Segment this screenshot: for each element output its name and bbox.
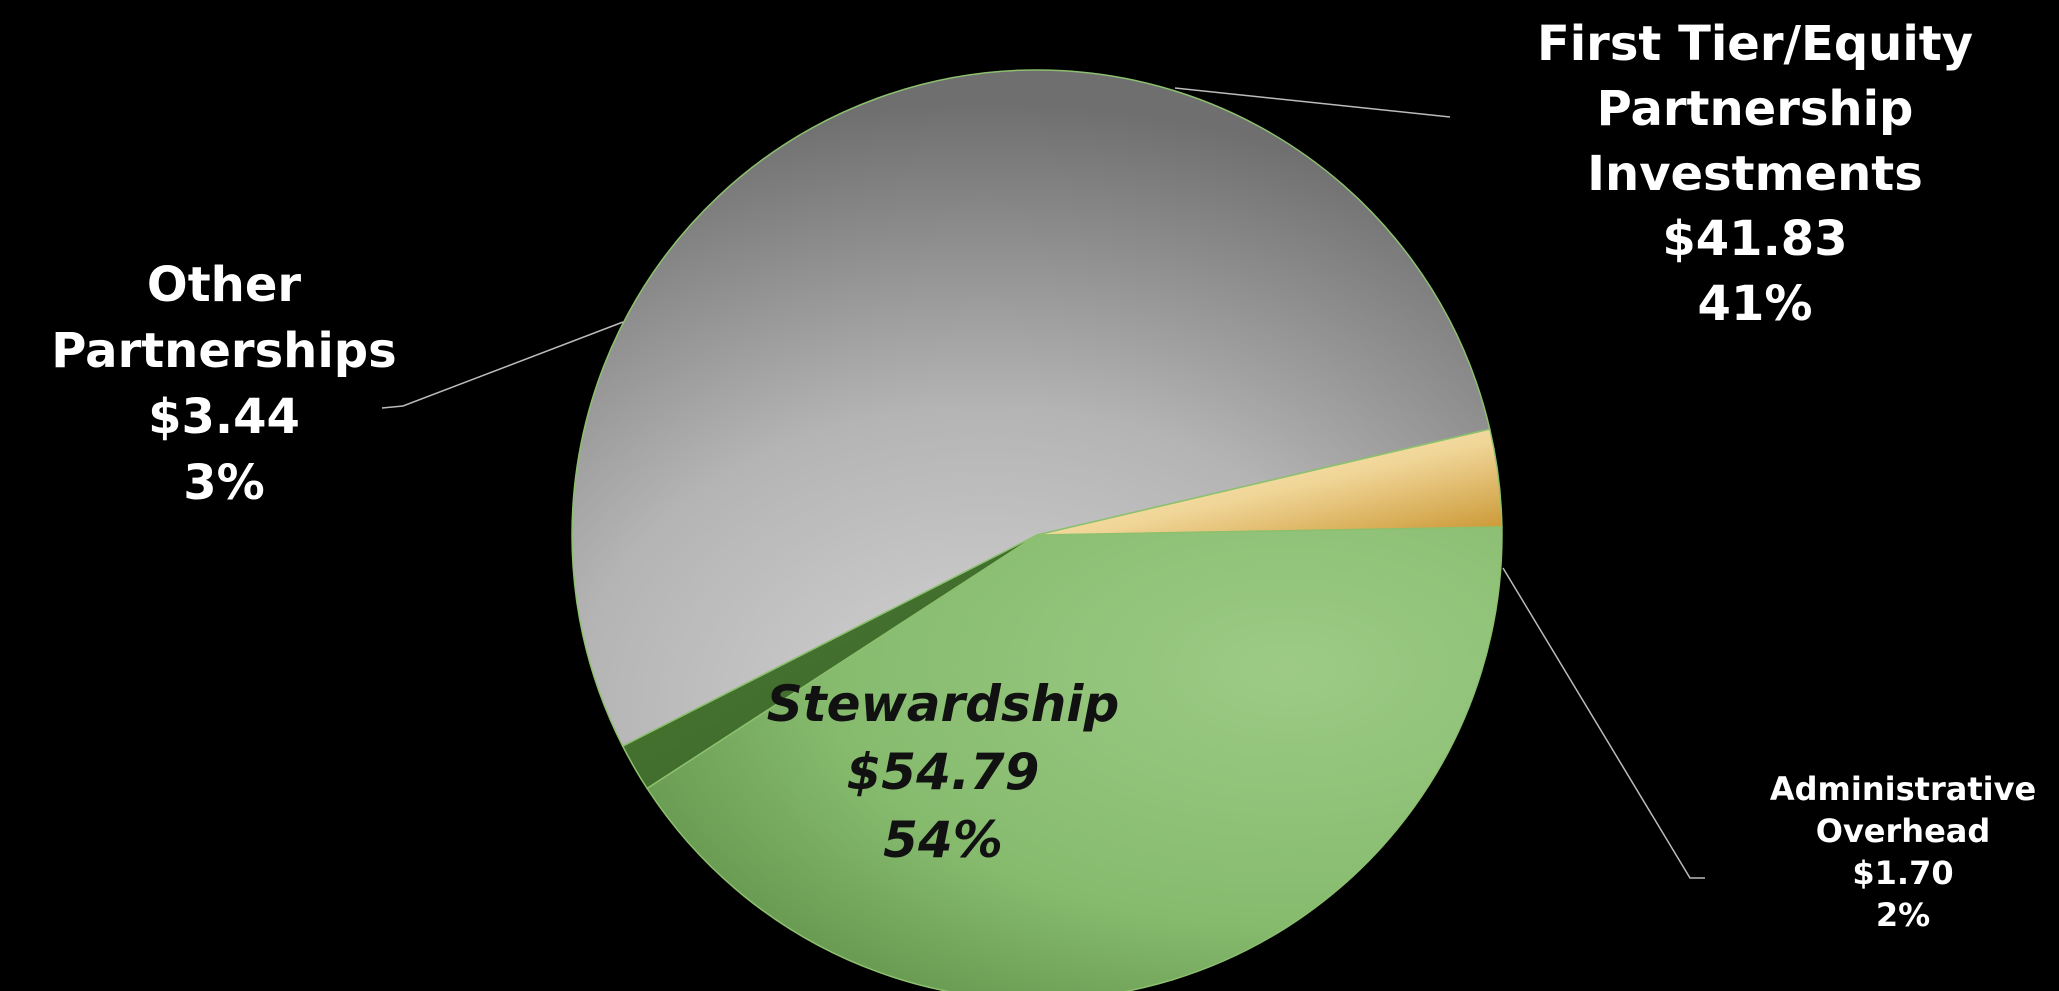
data-label-first-tier-equity-value: $41.83: [1662, 211, 1847, 267]
pie-slice-other-partnerships: [1036, 428, 1503, 536]
data-label-administrative-overhead-percent: 2%: [1876, 896, 1930, 934]
leader-line-first-tier-equity: [1174, 87, 1451, 118]
pie-slice-stewardship: [571, 69, 1491, 748]
data-label-stewardship-percent: 54%: [883, 811, 1003, 869]
data-label-first-tier-equity-name: Partnership: [1597, 81, 1914, 137]
data-label-other-partnerships-percent: 3%: [183, 455, 265, 511]
data-label-administrative-overhead-name: Administrative: [1770, 770, 2036, 808]
data-label-stewardship-name: Stewardship: [767, 675, 1120, 733]
data-label-first-tier-equity-percent: 41%: [1698, 276, 1813, 332]
data-label-first-tier-equity-name: First Tier/Equity: [1537, 16, 1973, 72]
data-label-stewardship-value: $54.79: [847, 743, 1040, 801]
data-label-administrative-overhead-value: $1.70: [1852, 854, 1953, 892]
data-label-administrative-overhead-name: Overhead: [1816, 812, 1991, 850]
data-label-other-partnerships-name: Other: [147, 257, 301, 313]
data-label-other-partnerships-value: $3.44: [148, 389, 300, 445]
leader-line-administrative-overhead: [1502, 567, 1705, 879]
pie-slice-first-tier-equity: [646, 526, 1503, 991]
data-label-other-partnerships-name: Partnerships: [51, 323, 396, 379]
data-label-first-tier-equity-name: Investments: [1587, 146, 1923, 202]
leader-line-other-partnerships: [381, 321, 624, 409]
